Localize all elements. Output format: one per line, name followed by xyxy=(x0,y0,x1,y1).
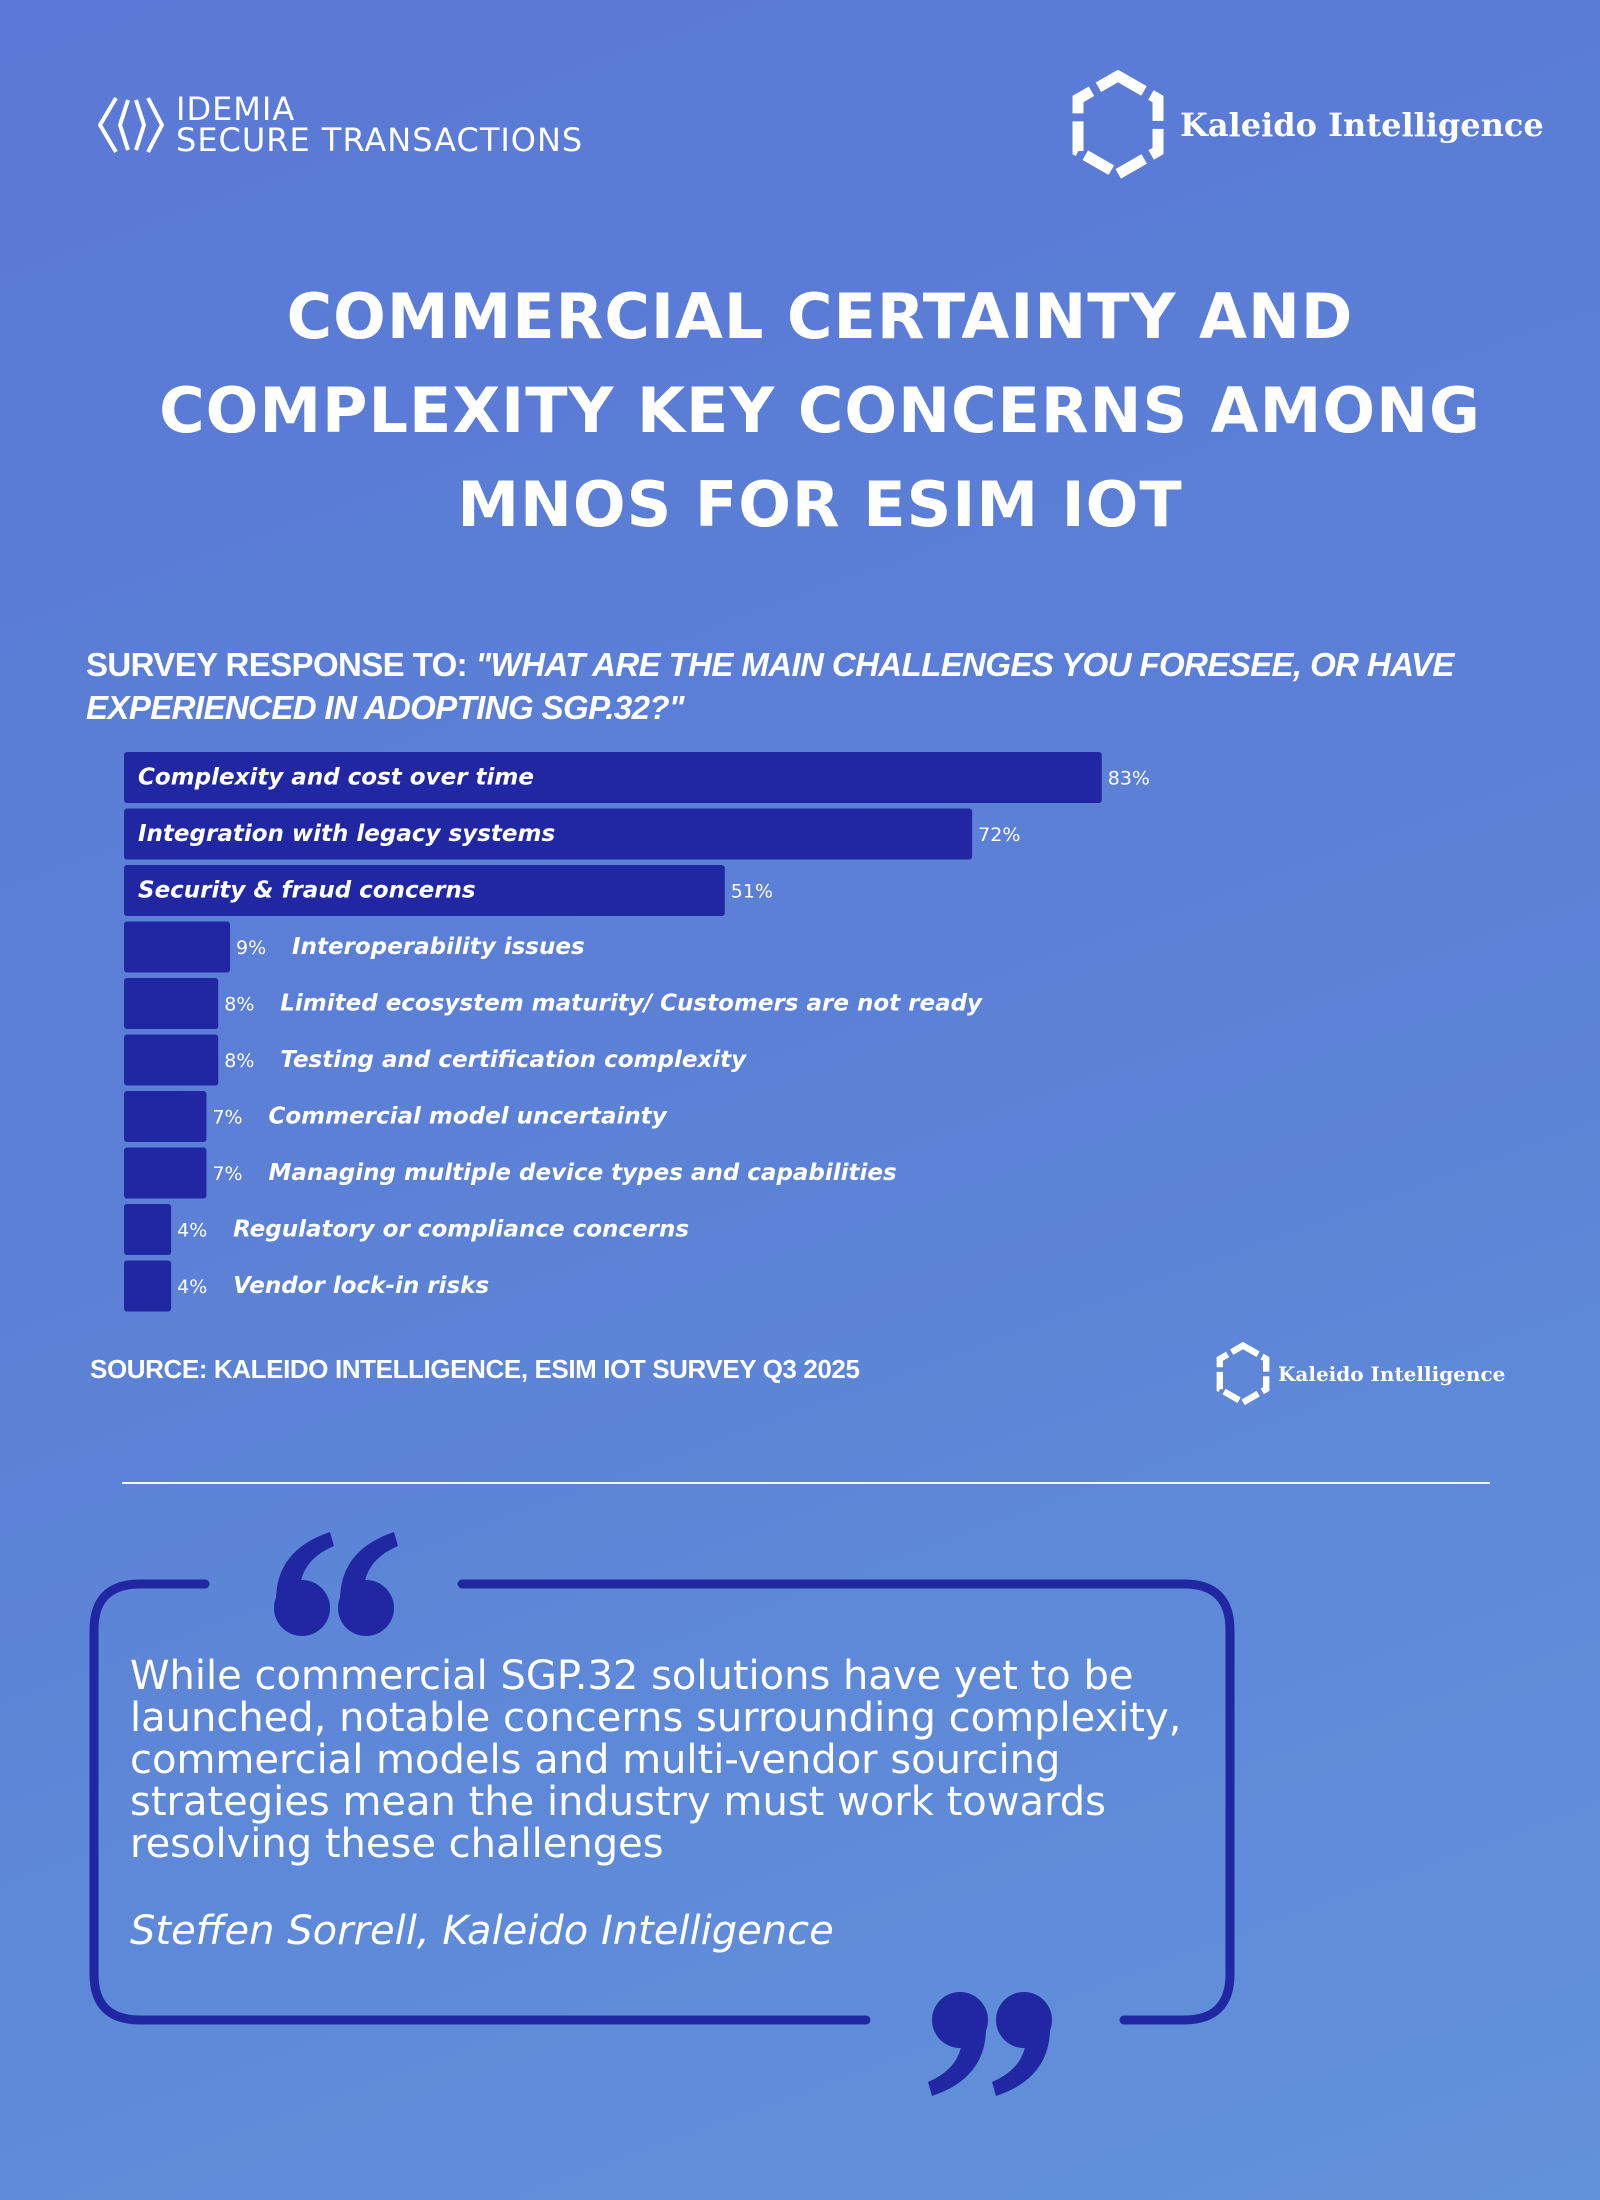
bar-2 xyxy=(124,808,973,860)
kaleido-logo: Kaleido Intelligence xyxy=(1068,70,1544,180)
survey-question: SURVEY RESPONSE TO: "WHAT ARE THE MAIN C… xyxy=(86,643,1506,729)
quote-text: While commercial SGP.32 solutions have y… xyxy=(130,1653,1182,1867)
category-label-10: Vendor lock-in risks xyxy=(233,1273,489,1299)
value-label-1: 83% xyxy=(1108,768,1150,790)
question-prefix: SURVEY RESPONSE TO: xyxy=(86,646,476,683)
category-label-1: Complexity and cost over time xyxy=(138,765,534,791)
value-label-10: 4% xyxy=(177,1276,207,1298)
idemia-line1: IDEMIA xyxy=(176,90,296,128)
category-label-3: Security & fraud concerns xyxy=(138,878,476,904)
question-text: "WHAT ARE THE MAIN CHALLENGES YOU FORESE… xyxy=(86,646,1454,726)
bar-10 xyxy=(124,1260,172,1312)
category-label-6: Testing and certification complexity xyxy=(280,1047,747,1073)
quote-author: Steffen Sorrell, Kaleido Intelligence xyxy=(130,1908,834,1954)
category-label-2: Integration with legacy systems xyxy=(138,821,555,847)
title-line-2: COMPLEXITY KEY CONCERNS AMONG xyxy=(159,374,1481,447)
kaleido-hexagon-small-icon xyxy=(1216,1342,1270,1406)
title-line-3: MNOS FOR ESIM IOT xyxy=(457,468,1183,541)
idemia-line2: SECURE TRANSACTIONS xyxy=(176,121,584,159)
bar-5 xyxy=(124,978,219,1029)
idemia-logo: IDEMIA SECURE TRANSACTIONS xyxy=(94,92,583,158)
title-line-1: COMMERCIAL CERTAINTY AND xyxy=(286,280,1354,353)
category-label-8: Managing multiple device types and capab… xyxy=(268,1160,896,1186)
idemia-wordmark: IDEMIA SECURE TRANSACTIONS xyxy=(176,90,584,159)
section-divider xyxy=(122,1482,1490,1484)
kaleido-hexagon-icon xyxy=(1072,70,1164,180)
value-label-9: 4% xyxy=(177,1220,207,1242)
value-label-7: 7% xyxy=(212,1107,242,1129)
value-label-2: 72% xyxy=(978,824,1020,846)
idemia-mark-icon xyxy=(98,96,164,154)
bar-8 xyxy=(124,1147,207,1199)
close-quote-icon xyxy=(928,1992,1052,2096)
bar-9 xyxy=(124,1204,172,1255)
bar-1 xyxy=(124,752,1102,803)
category-label-7: Commercial model uncertainty xyxy=(268,1104,667,1130)
category-label-5: Limited ecosystem maturity/ Customers ar… xyxy=(280,991,983,1017)
bar-3 xyxy=(124,865,725,916)
value-label-8: 7% xyxy=(212,1163,242,1185)
kaleido-logo-small: Kaleido Intelligence xyxy=(1214,1342,1505,1406)
value-label-6: 8% xyxy=(224,1050,254,1072)
bar-7 xyxy=(124,1091,207,1142)
source-note: SOURCE: KALEIDO INTELLIGENCE, ESIM IOT S… xyxy=(90,1354,860,1384)
bar-6 xyxy=(124,1034,219,1086)
open-quote-icon xyxy=(274,1532,398,1636)
category-label-9: Regulatory or compliance concerns xyxy=(233,1217,689,1243)
kaleido-name: Kaleido Intelligence xyxy=(1180,106,1544,144)
bar-4 xyxy=(124,921,231,973)
value-label-3: 51% xyxy=(731,881,773,903)
category-label-4: Interoperability issues xyxy=(292,934,585,960)
value-label-5: 8% xyxy=(224,994,254,1016)
kaleido-name-small: Kaleido Intelligence xyxy=(1278,1362,1506,1386)
page-title: COMMERCIAL CERTAINTY AND COMPLEXITY KEY … xyxy=(60,270,1580,552)
value-label-4: 9% xyxy=(236,937,266,959)
